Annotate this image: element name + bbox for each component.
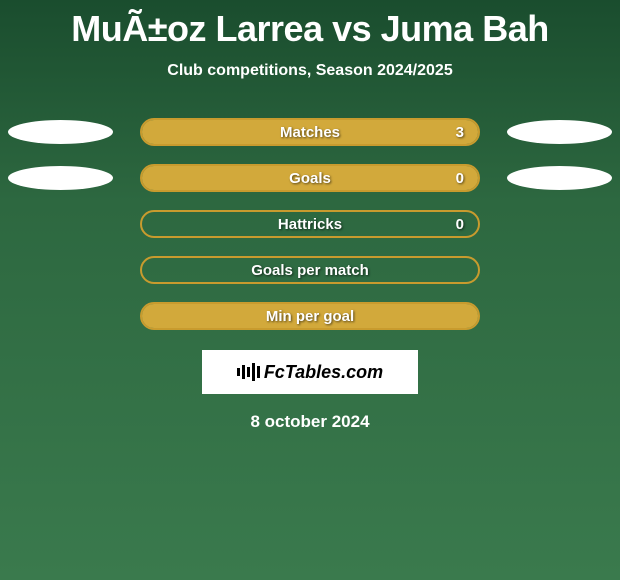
stat-bar-label: Min per goal <box>142 304 478 328</box>
stat-bar-label: Matches <box>142 120 478 144</box>
stat-bar-label: Hattricks <box>142 212 478 236</box>
left-ellipse <box>8 166 113 190</box>
stat-bar-track: Hattricks0 <box>140 210 480 238</box>
left-ellipse <box>8 120 113 144</box>
stat-bar-row: Matches3 <box>0 118 620 146</box>
stat-bar-track: Goals0 <box>140 164 480 192</box>
stat-bar-label: Goals per match <box>142 258 478 282</box>
stat-bar-value: 0 <box>456 212 464 236</box>
stat-bar-track: Min per goal <box>140 302 480 330</box>
subtitle: Club competitions, Season 2024/2025 <box>0 62 620 80</box>
stat-bars: Matches3Goals0Hattricks0Goals per matchM… <box>0 118 620 330</box>
stat-bar-track: Goals per match <box>140 256 480 284</box>
stat-bar-value: 3 <box>456 120 464 144</box>
right-ellipse <box>507 120 612 144</box>
stat-bar-track: Matches3 <box>140 118 480 146</box>
right-ellipse <box>507 166 612 190</box>
stat-bar-row: Hattricks0 <box>0 210 620 238</box>
stat-bar-value: 0 <box>456 166 464 190</box>
stat-bar-row: Min per goal <box>0 302 620 330</box>
page-title: MuÃ±oz Larrea vs Juma Bah <box>0 0 620 50</box>
date-text: 8 october 2024 <box>0 412 620 432</box>
stat-bar-row: Goals0 <box>0 164 620 192</box>
bar-chart-icon <box>237 363 260 381</box>
logo-text: FcTables.com <box>264 362 383 383</box>
stat-bar-label: Goals <box>142 166 478 190</box>
stat-bar-row: Goals per match <box>0 256 620 284</box>
fctables-logo: FcTables.com <box>202 350 418 394</box>
